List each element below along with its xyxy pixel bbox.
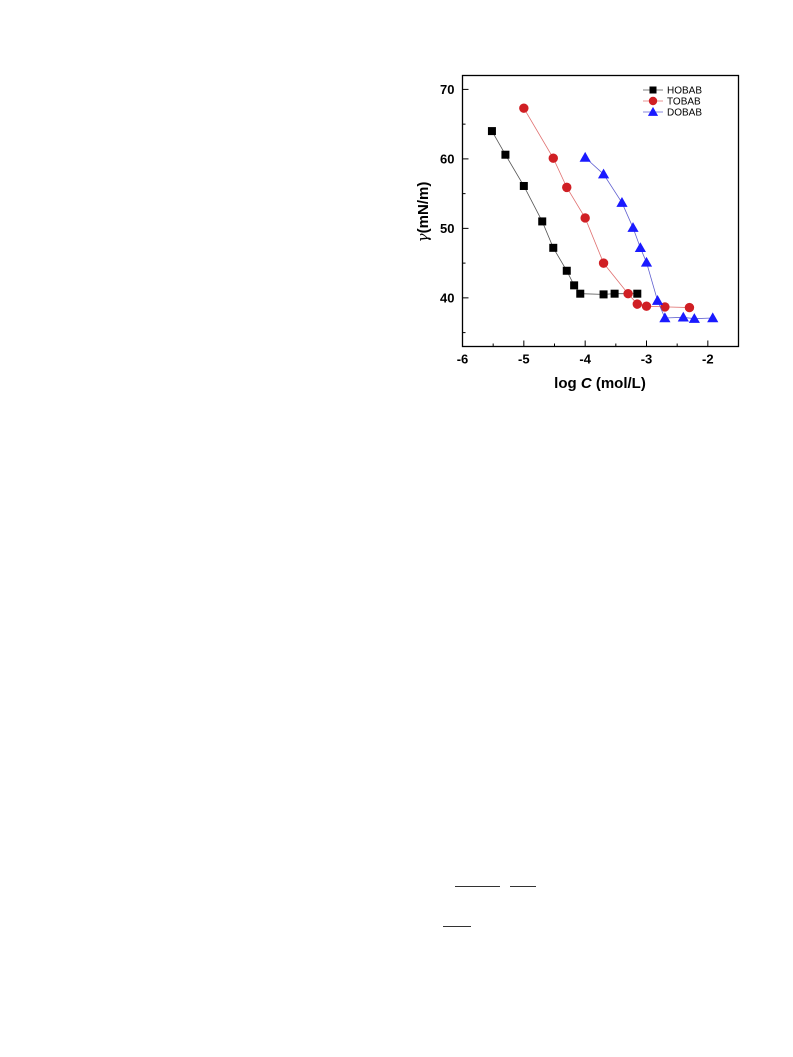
data-point — [562, 266, 571, 275]
data-point — [632, 299, 642, 309]
data-point — [641, 301, 652, 311]
plot-frame — [461, 74, 740, 348]
y-axis-title-unit: (mN/m) — [415, 182, 432, 234]
data-point — [648, 96, 658, 106]
data-point — [707, 312, 719, 323]
data-point — [599, 290, 608, 299]
fraction-rule — [455, 886, 500, 887]
legend-label: TOBAB — [667, 97, 701, 108]
data-point — [634, 242, 646, 253]
x-axis-title: log C (mol/L) — [554, 375, 646, 392]
data-point — [684, 302, 695, 313]
y-axis-title: γ(mN/m) — [414, 182, 432, 243]
data-point — [616, 197, 628, 207]
fraction-rule — [443, 926, 471, 927]
y-tick-label: 60 — [440, 151, 454, 166]
data-point — [633, 289, 642, 298]
legend-label: HOBAB — [667, 86, 702, 97]
x-axis-title-unit: (mol/L) — [592, 375, 646, 392]
data-point — [519, 181, 528, 190]
x-tick-label: -4 — [579, 352, 591, 367]
series-tobab — [519, 103, 695, 313]
y-tick-label: 50 — [440, 221, 454, 236]
data-point — [576, 289, 585, 298]
data-point — [579, 151, 591, 162]
x-tick-label: -2 — [702, 352, 714, 367]
x-tick-label: -6 — [457, 352, 469, 367]
data-series — [487, 103, 719, 323]
data-point — [649, 86, 657, 94]
data-point — [487, 127, 496, 136]
data-point — [647, 106, 659, 116]
axis-ticks — [462, 88, 739, 347]
x-tick-label: -3 — [641, 352, 653, 367]
data-point — [597, 168, 610, 179]
data-point — [570, 281, 579, 290]
x-tick-label: -5 — [518, 352, 530, 367]
series-line — [523, 107, 690, 308]
legend-label: DOBAB — [667, 108, 702, 119]
x-axis-title-variable: C — [581, 375, 593, 392]
series-hobab — [487, 127, 642, 299]
data-point — [659, 312, 671, 323]
x-axis-title-prefix: log — [554, 375, 581, 392]
series-dobab — [579, 151, 719, 323]
y-axis-title-symbol: γ — [414, 233, 432, 242]
data-point — [651, 295, 664, 305]
y-tick-label: 40 — [440, 290, 454, 305]
data-point — [677, 311, 689, 322]
data-point — [627, 222, 639, 232]
tick-labels: -6 -5 -4 -3 -2 40 50 60 70 — [440, 82, 714, 367]
y-tick-label: 70 — [440, 82, 454, 97]
data-point — [549, 243, 558, 252]
data-point — [501, 150, 510, 159]
data-point — [519, 103, 529, 113]
fraction-rule — [510, 886, 536, 887]
data-point — [548, 153, 558, 163]
data-point — [598, 258, 609, 268]
data-point — [623, 288, 633, 299]
data-point — [580, 213, 590, 223]
data-point — [538, 217, 547, 226]
data-point — [562, 182, 572, 193]
data-point — [688, 313, 700, 323]
data-point — [610, 289, 619, 298]
data-point — [640, 256, 653, 267]
